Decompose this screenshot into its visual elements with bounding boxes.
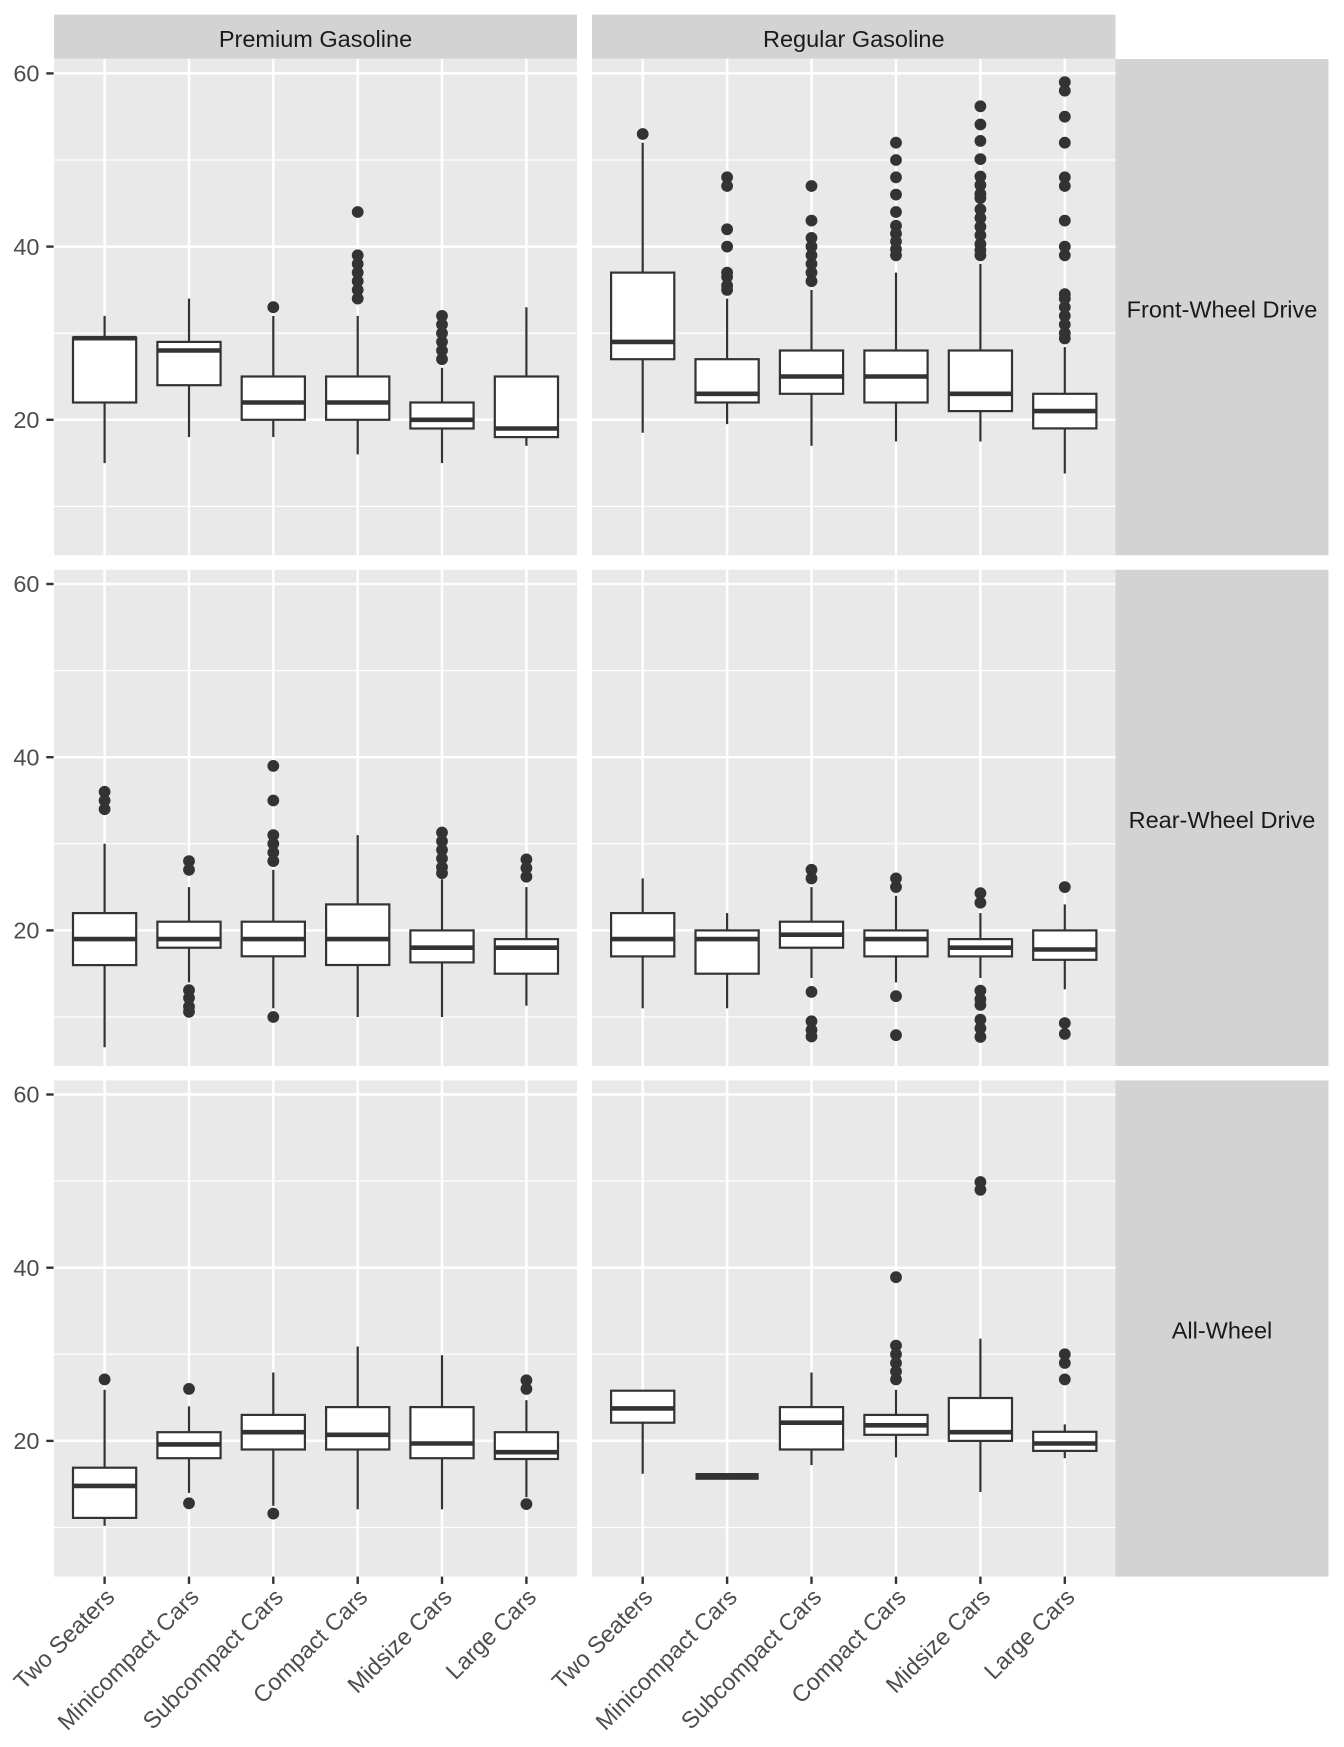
- svg-text:Regular Gasoline: Regular Gasoline: [763, 26, 945, 52]
- svg-text:All-Wheel: All-Wheel: [1172, 1318, 1273, 1344]
- svg-text:40: 40: [13, 744, 39, 770]
- svg-text:20: 20: [13, 918, 39, 944]
- svg-text:20: 20: [13, 407, 39, 433]
- svg-text:40: 40: [13, 1255, 39, 1281]
- svg-text:Front-Wheel Drive: Front-Wheel Drive: [1127, 296, 1318, 322]
- svg-text:20: 20: [13, 1428, 39, 1454]
- svg-text:60: 60: [13, 571, 39, 597]
- svg-text:Rear-Wheel Drive: Rear-Wheel Drive: [1129, 807, 1316, 833]
- svg-text:60: 60: [13, 1082, 39, 1108]
- svg-text:60: 60: [13, 61, 39, 87]
- svg-text:Premium Gasoline: Premium Gasoline: [219, 26, 412, 52]
- svg-text:40: 40: [13, 234, 39, 260]
